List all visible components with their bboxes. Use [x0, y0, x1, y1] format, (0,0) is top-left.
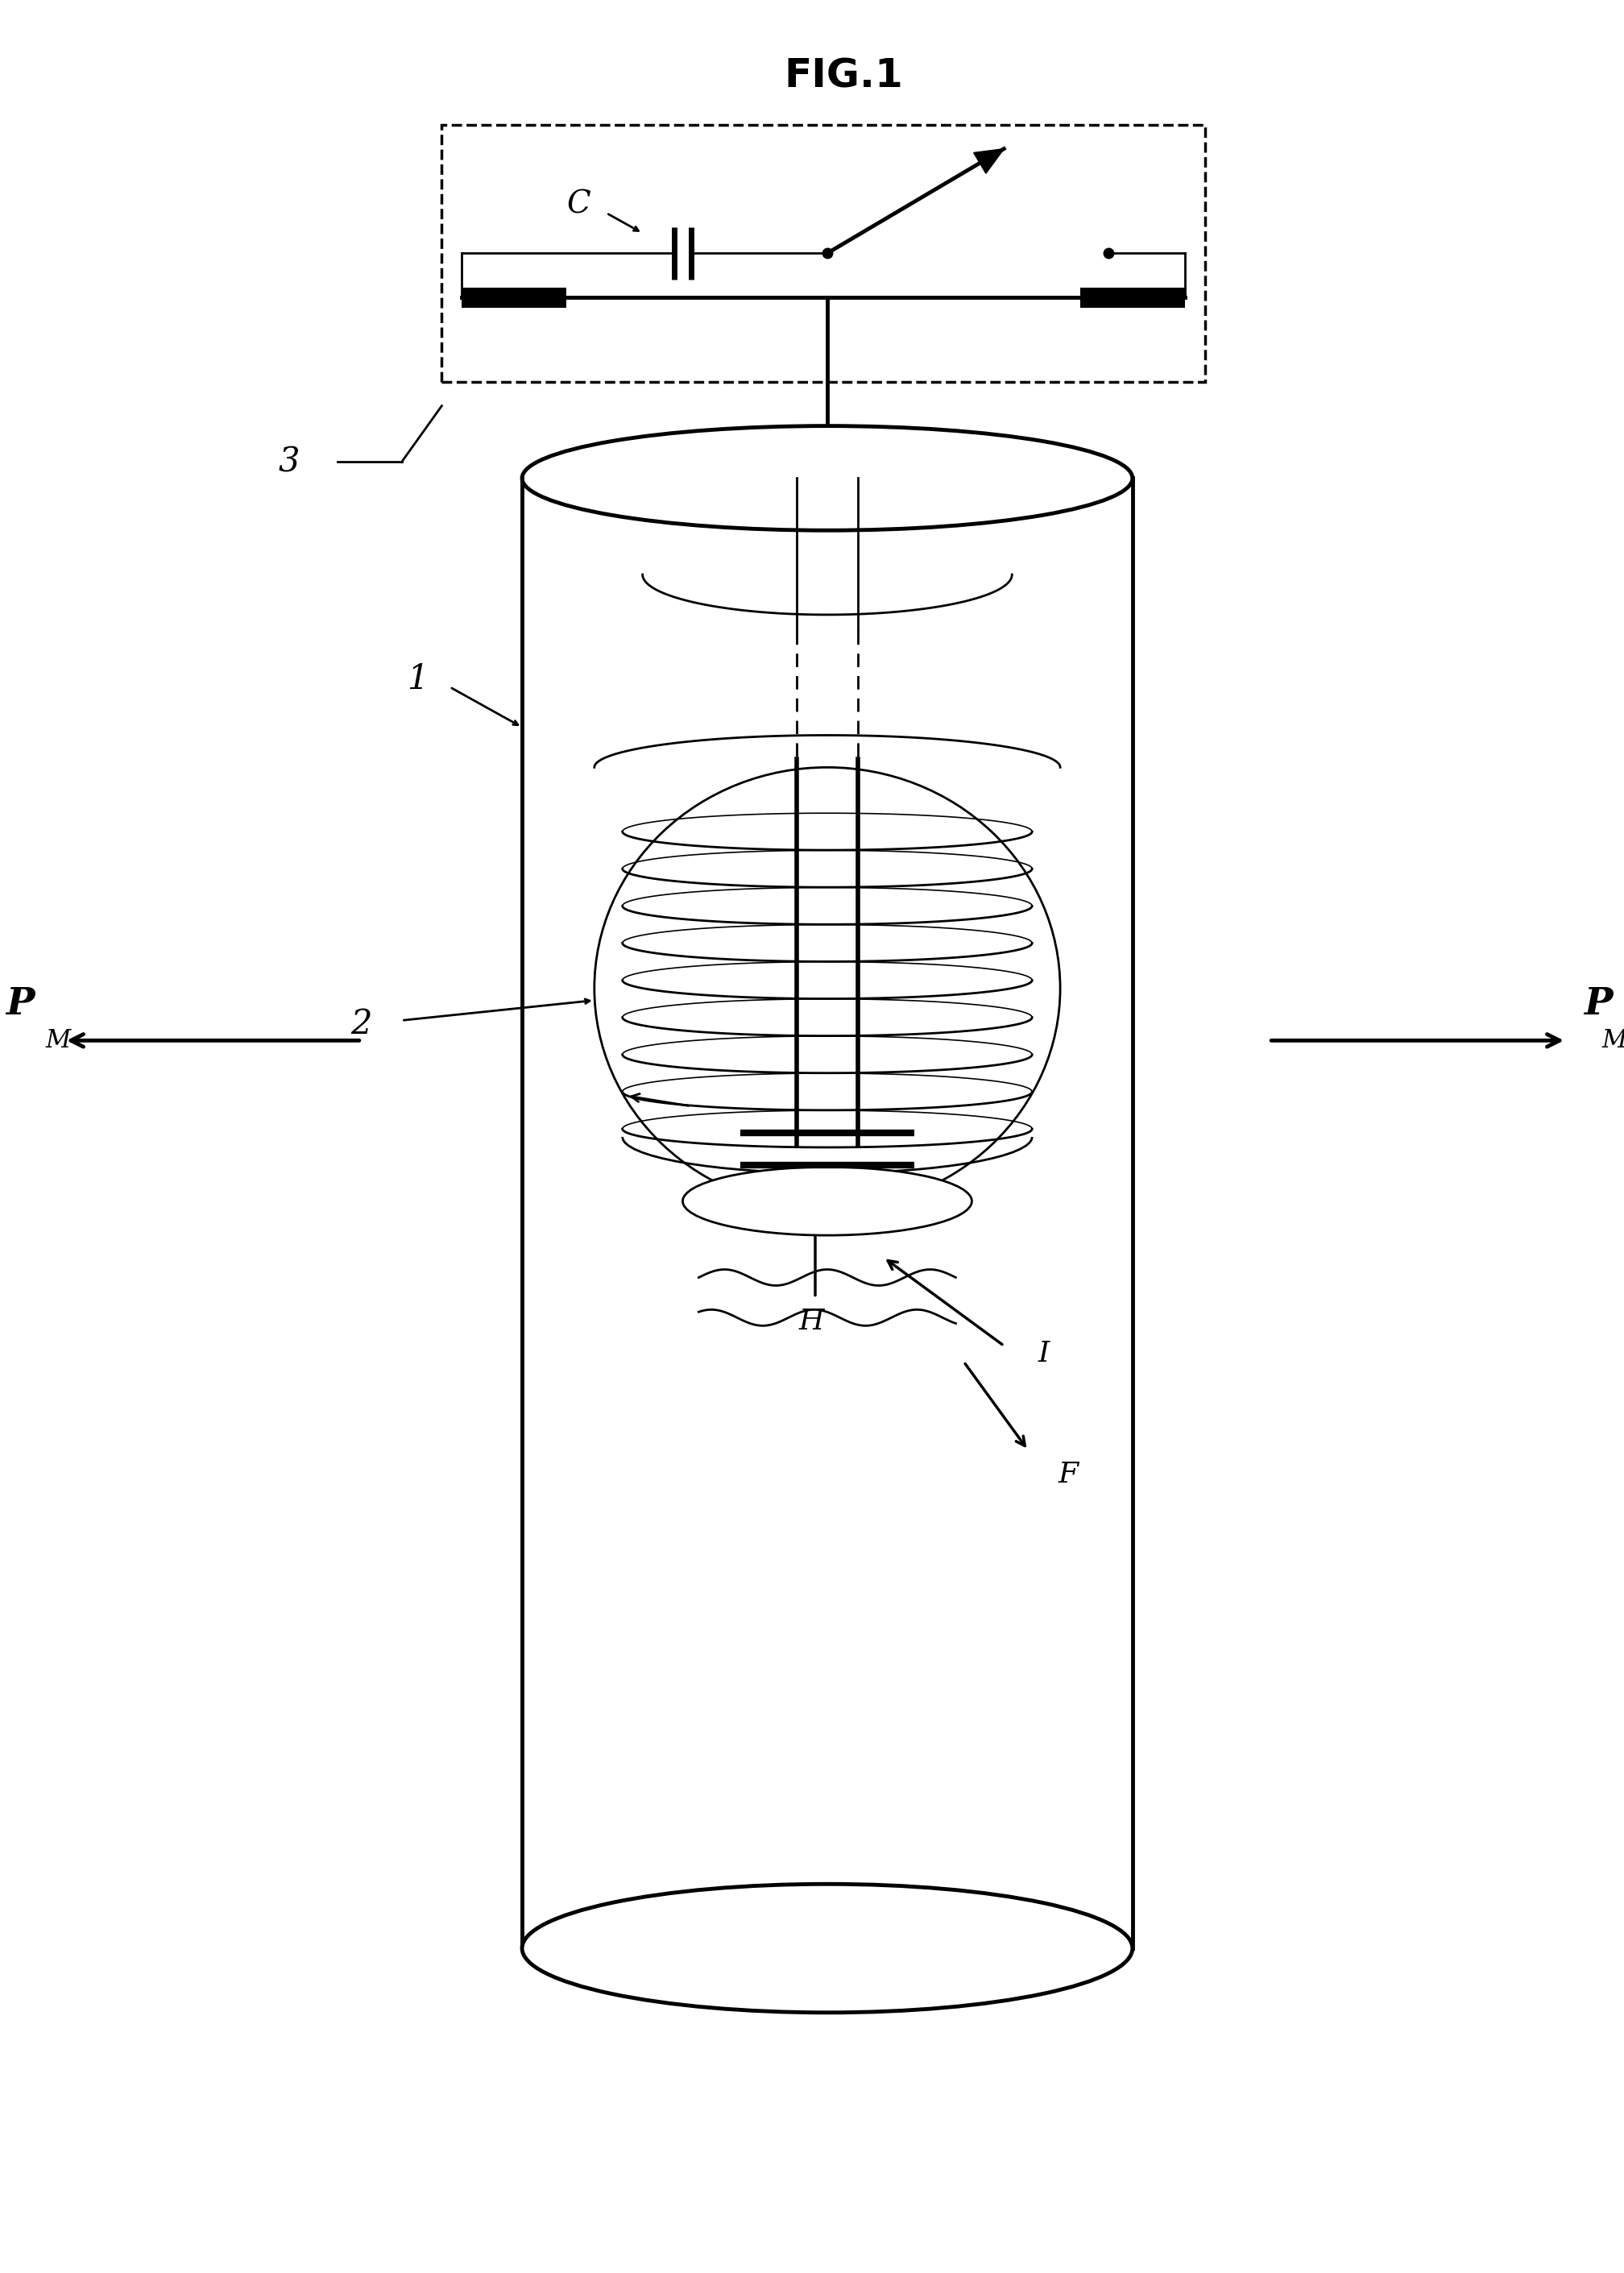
Ellipse shape	[521, 1884, 1132, 2012]
Ellipse shape	[594, 768, 1060, 1209]
Text: F: F	[1059, 1462, 1078, 1489]
Ellipse shape	[682, 1166, 971, 1234]
Text: M: M	[45, 1027, 70, 1052]
Text: H: H	[799, 1307, 823, 1334]
Text: 3: 3	[278, 446, 300, 480]
Text: I: I	[1038, 1341, 1049, 1368]
Text: P: P	[6, 986, 34, 1023]
Text: 2: 2	[351, 1007, 372, 1041]
Text: M: M	[1601, 1027, 1624, 1052]
Text: C: C	[567, 191, 590, 220]
Bar	[1080, 286, 1184, 307]
Bar	[442, 125, 1205, 382]
Text: P: P	[1583, 986, 1613, 1023]
Text: FIG.1: FIG.1	[784, 57, 903, 95]
Bar	[461, 286, 567, 307]
Text: 1: 1	[408, 661, 429, 696]
Polygon shape	[974, 148, 1004, 173]
Ellipse shape	[521, 425, 1132, 530]
